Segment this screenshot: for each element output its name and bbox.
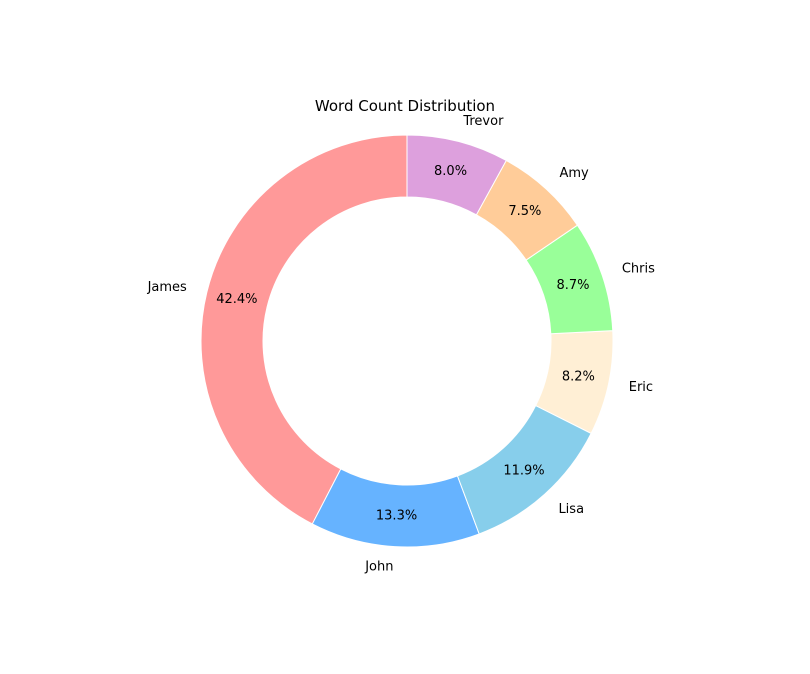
slice-label-john: John xyxy=(364,560,393,575)
pct-label-chris: 8.7% xyxy=(556,278,589,293)
pct-label-trevor: 8.0% xyxy=(434,164,467,179)
labels-group: James 42.4% John 13.3% Lisa 11.9% Eric 8.2% Chri… xyxy=(147,114,656,575)
slice-label-lisa: Lisa xyxy=(558,502,584,517)
chart-title: Word Count Distribution xyxy=(315,97,495,115)
slices-group xyxy=(200,134,614,548)
pct-label-amy: 7.5% xyxy=(508,204,541,219)
pct-label-john: 13.3% xyxy=(376,508,417,523)
pct-label-eric: 8.2% xyxy=(562,370,595,385)
slice-label-eric: Eric xyxy=(629,380,653,395)
slice-label-amy: Amy xyxy=(560,166,590,181)
slice-label-james: James xyxy=(147,280,187,295)
pct-label-james: 42.4% xyxy=(216,292,257,307)
slice-james xyxy=(200,134,408,525)
slice-label-trevor: Trevor xyxy=(462,114,504,129)
slice-trevor xyxy=(406,134,507,216)
pct-label-lisa: 11.9% xyxy=(503,464,544,479)
slice-label-chris: Chris xyxy=(622,261,655,276)
